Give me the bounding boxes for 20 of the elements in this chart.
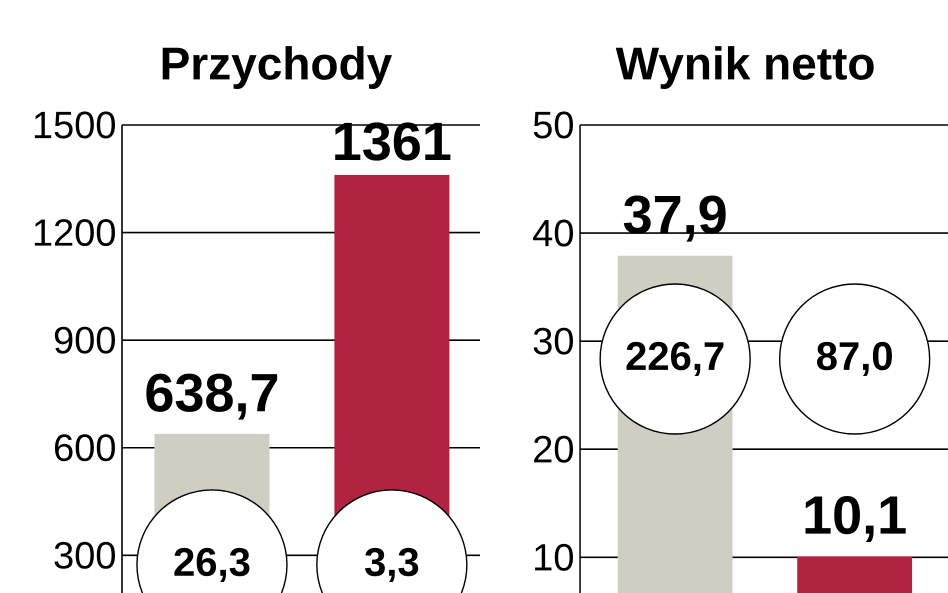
y-tick-label: 1500 — [34, 112, 115, 138]
data-label: 37,9 — [624, 196, 726, 242]
annotation: 3,3 — [364, 548, 418, 582]
data-label: 1361 — [335, 122, 450, 161]
y-tick-label: 40 — [533, 220, 573, 247]
y-tick-label: 30 — [534, 328, 573, 355]
y-tick-label: 1200 — [34, 219, 115, 246]
annotation: 87,0 — [817, 342, 892, 376]
data-label: 10,1 — [806, 496, 906, 542]
y-tick-label: 50 — [534, 112, 573, 138]
chart-title: Wynik netto — [616, 46, 874, 89]
y-tick-label: 10 — [535, 544, 573, 571]
chart-title: Przychody — [162, 46, 392, 89]
y-tick-label: 600 — [55, 434, 115, 462]
data-label: 638,7 — [146, 374, 278, 420]
annotation: 226,7 — [626, 342, 724, 376]
annotation: 26,3 — [174, 548, 250, 582]
y-tick-label: 300 — [54, 542, 115, 569]
y-tick-label: 900 — [54, 326, 115, 354]
y-tick-label: 20 — [534, 436, 573, 463]
